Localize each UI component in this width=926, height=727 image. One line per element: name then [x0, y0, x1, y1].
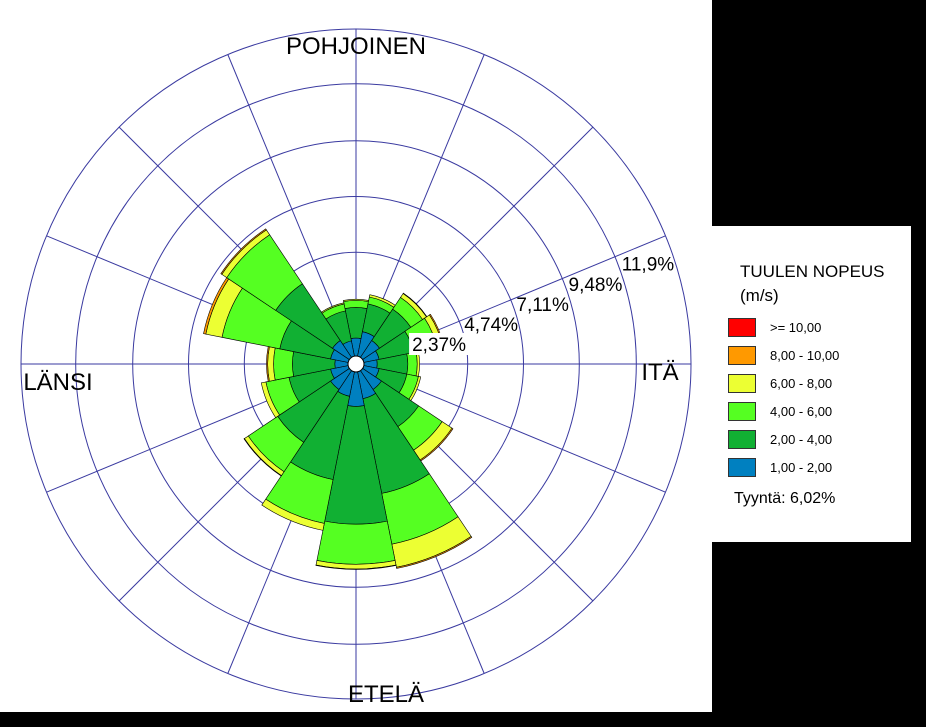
ring-labels: 2,37%4,74%7,11%9,48%11,9%	[409, 255, 675, 356]
legend-swatch	[728, 429, 756, 449]
ring-label: 2,37%	[412, 335, 466, 356]
wind-rose-chart: 2,37%4,74%7,11%9,48%11,9% POHJOINEN ITÄ …	[20, 28, 692, 708]
wedge-SSW-bin3	[261, 498, 325, 531]
label-west: LÄNSI	[23, 369, 92, 396]
legend-label: 6,00 - 8,00	[770, 375, 833, 391]
legend-title: TUULEN NOPEUS	[740, 262, 885, 281]
wedge-NW-bin4	[220, 228, 267, 275]
wind-wedges	[203, 228, 473, 570]
legend-label: 1,00 - 2,00	[770, 459, 833, 475]
calm-percentage: Tyyntä: 6,02%	[734, 490, 836, 507]
wedge-W-bin2	[273, 347, 294, 381]
grid-ring	[132, 140, 580, 588]
wedge-WSW-bin3	[260, 381, 281, 419]
legend-item: 4,00 - 6,00	[728, 401, 832, 421]
legend-label: 4,00 - 6,00	[770, 403, 833, 419]
wedge-SSE-bin4	[396, 535, 473, 569]
legend-label: >= 10,00	[770, 319, 822, 335]
ring-label: 4,74%	[464, 315, 518, 336]
wedge-S-bin2	[316, 520, 396, 565]
legend-label: 8,00 - 10,00	[770, 347, 840, 363]
wedge-N-bin2	[343, 300, 369, 309]
grid-ring-outer	[20, 28, 692, 700]
label-east: ITÄ	[641, 359, 678, 386]
legend: TUULEN NOPEUS (m/s) >= 10,00 8,00 - 10,0…	[712, 226, 911, 542]
ring-label: 11,9%	[622, 255, 675, 276]
legend-swatch	[728, 457, 756, 477]
wedge-S-bin4	[315, 564, 397, 570]
legend-swatch	[728, 317, 756, 337]
label-south: ETELÄ	[348, 681, 424, 708]
ring-label: 9,48%	[569, 275, 623, 296]
legend-item: >= 10,00	[728, 317, 821, 337]
label-north: POHJOINEN	[286, 33, 426, 60]
wedge-NNW-bin3	[320, 302, 345, 314]
legend-swatch	[728, 373, 756, 393]
legend-swatch	[728, 345, 756, 365]
legend-item: 6,00 - 8,00	[728, 373, 832, 393]
chart-panel: 2,37% 4,74% 7,11% 9,48% 11,9% POHJOINEN ITÄ …	[0, 0, 712, 712]
legend-item: 2,00 - 4,00	[728, 429, 832, 449]
ring-label-bg	[409, 333, 474, 355]
legend-item: 8,00 - 10,00	[728, 345, 839, 365]
legend-item: 1,00 - 2,00	[728, 457, 832, 477]
grid-ring	[75, 83, 637, 645]
legend-unit: (m/s)	[740, 286, 779, 305]
ring-label: 7,11%	[516, 295, 569, 316]
wedge-SW-bin4	[243, 438, 282, 477]
center-hole	[347, 355, 365, 373]
legend-swatch	[728, 401, 756, 421]
legend-label: 2,00 - 4,00	[770, 431, 833, 447]
